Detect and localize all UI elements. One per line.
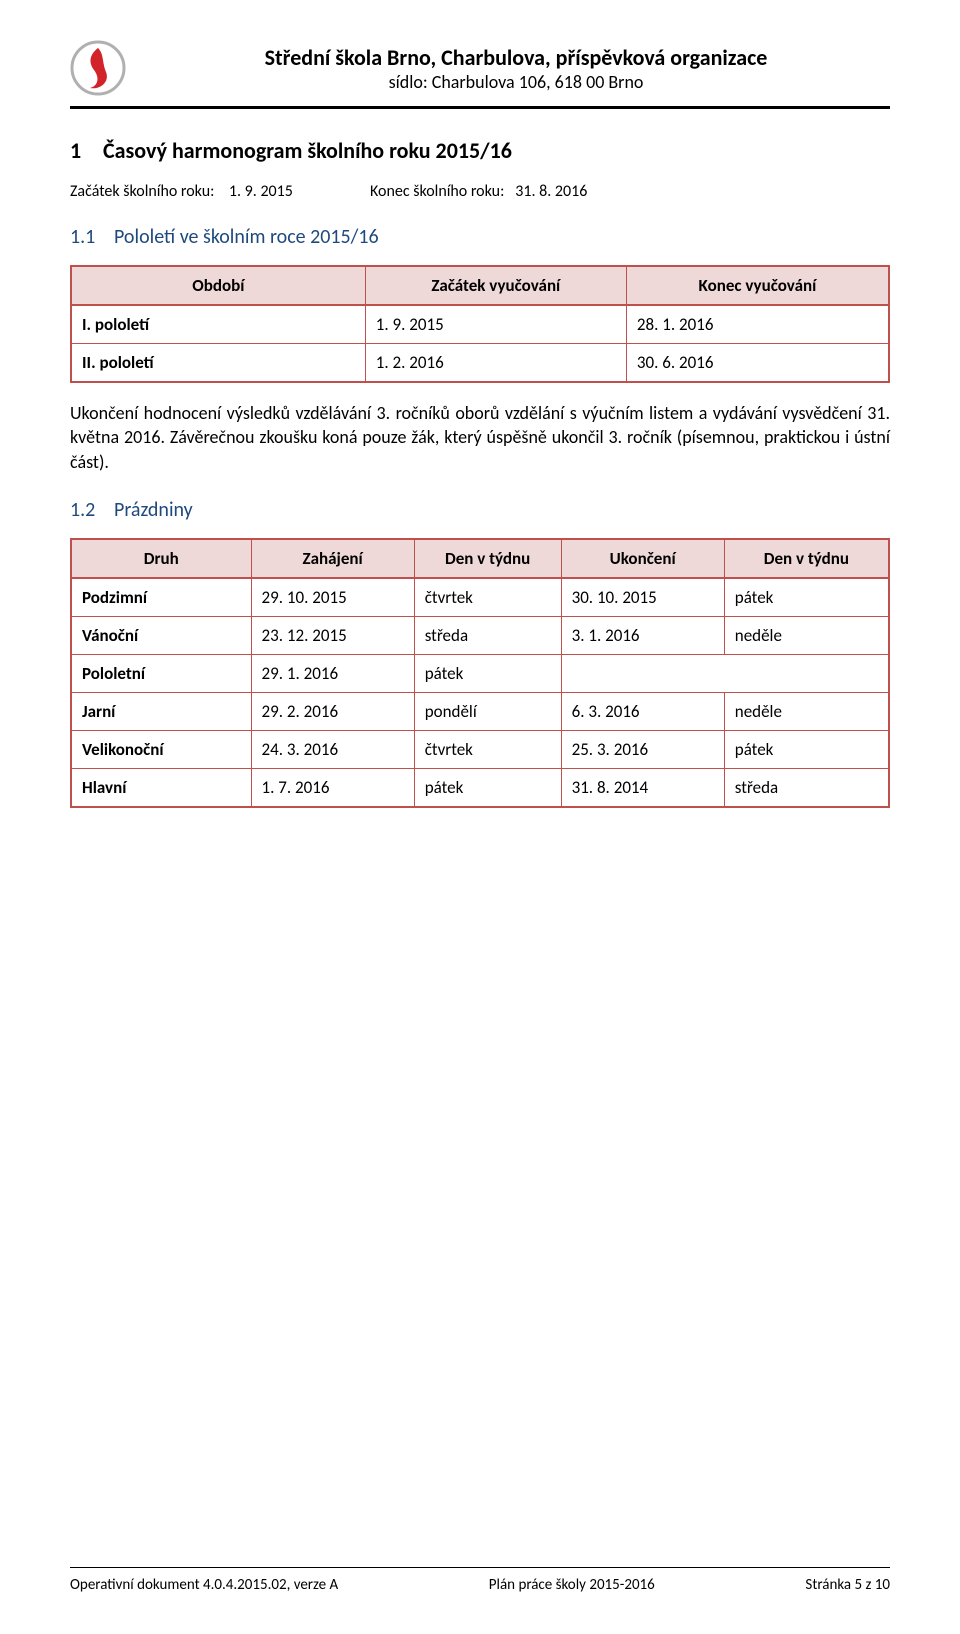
table-cell: I. pololetí (72, 306, 366, 344)
table-cell: Velikonoční (72, 731, 252, 769)
table-cell: čtvrtek (415, 731, 562, 769)
table-cell: 30. 10. 2015 (562, 579, 725, 617)
table-header-cell: Druh (72, 540, 252, 579)
table-cell: 30. 6. 2016 (627, 344, 888, 381)
table-header-cell: Období (72, 267, 366, 306)
year-end-label: Konec školního roku: (370, 182, 504, 201)
year-end: Konec školního roku: 31. 8. 2016 (370, 182, 890, 201)
year-end-value: 31. 8. 2016 (515, 182, 587, 201)
table-cell: neděle (725, 617, 888, 655)
table-cell: 28. 1. 2016 (627, 306, 888, 344)
table-cell: pátek (725, 579, 888, 617)
subsection-number: 1.1 (70, 225, 114, 249)
table-header-cell: Den v týdnu (415, 540, 562, 579)
table-header-cell: Zahájení (252, 540, 415, 579)
table-cell: 3. 1. 2016 (562, 617, 725, 655)
subsection-1-1-heading: 1.1 Pololetí ve školním roce 2015/16 (70, 225, 890, 249)
table-cell: II. pololetí (72, 344, 366, 381)
table-cell: 29. 1. 2016 (252, 655, 415, 693)
section-title: Časový harmonogram školního roku 2015/16 (103, 137, 512, 164)
table-cell: 29. 10. 2015 (252, 579, 415, 617)
table-cell: pátek (415, 655, 562, 693)
table-cell: 1. 2. 2016 (366, 344, 627, 381)
subsection-title: Prázdniny (114, 498, 193, 522)
year-dates-row: Začátek školního roku: 1. 9. 2015 Konec … (70, 182, 890, 201)
table-cell: středa (415, 617, 562, 655)
table-cell: 25. 3. 2016 (562, 731, 725, 769)
table-row: Jarní29. 2. 2016pondělí6. 3. 2016neděle (72, 693, 888, 731)
table-row: II. pololetí1. 2. 201630. 6. 2016 (72, 344, 888, 381)
table-header-cell: Konec vyučování (627, 267, 888, 306)
table-cell: 24. 3. 2016 (252, 731, 415, 769)
year-start-value: 1. 9. 2015 (229, 182, 293, 201)
table-cell: Vánoční (72, 617, 252, 655)
subsection-number: 1.2 (70, 498, 114, 522)
table-row: Podzimní29. 10. 2015čtvrtek30. 10. 2015p… (72, 579, 888, 617)
footer-left: Operativní dokument 4.0.4.2015.02, verze… (70, 1576, 338, 1594)
section-1-heading: 1 Časový harmonogram školního roku 2015/… (70, 137, 890, 164)
table-row: Pololetní29. 1. 2016pátek (72, 655, 888, 693)
table-cell: pátek (415, 769, 562, 806)
section-number: 1 (70, 137, 98, 164)
table-row: I. pololetí1. 9. 201528. 1. 2016 (72, 306, 888, 344)
table-cell: 6. 3. 2016 (562, 693, 725, 731)
table-cell: 1. 9. 2015 (366, 306, 627, 344)
table-cell-merged (562, 655, 888, 693)
page-header: Střední škola Brno, Charbulova, příspěvk… (70, 40, 890, 109)
page-footer: Operativní dokument 4.0.4.2015.02, verze… (70, 1567, 890, 1594)
footer-center: Plán práce školy 2015-2016 (489, 1576, 655, 1594)
table-header-cell: Den v týdnu (725, 540, 888, 579)
header-text-block: Střední škola Brno, Charbulova, příspěvk… (142, 44, 890, 93)
table-cell: Hlavní (72, 769, 252, 806)
table-cell: 29. 2. 2016 (252, 693, 415, 731)
subsection-1-2-heading: 1.2 Prázdniny (70, 498, 890, 522)
table-row: Hlavní1. 7. 2016pátek31. 8. 2014středa (72, 769, 888, 806)
footer-right: Stránka 5 z 10 (805, 1576, 890, 1594)
table-header-cell: Začátek vyučování (366, 267, 627, 306)
table-cell: Podzimní (72, 579, 252, 617)
table-cell: středa (725, 769, 888, 806)
school-logo-icon (70, 40, 126, 96)
holidays-table: DruhZahájeníDen v týdnuUkončeníDen v týd… (70, 538, 890, 808)
school-name: Střední škola Brno, Charbulova, příspěvk… (265, 44, 768, 71)
table-row: Velikonoční24. 3. 2016čtvrtek25. 3. 2016… (72, 731, 888, 769)
table-cell: pondělí (415, 693, 562, 731)
table-cell: čtvrtek (415, 579, 562, 617)
table-cell: Pololetní (72, 655, 252, 693)
table-cell: pátek (725, 731, 888, 769)
table-cell: neděle (725, 693, 888, 731)
table-row: Vánoční23. 12. 2015středa3. 1. 2016neděl… (72, 617, 888, 655)
evaluation-paragraph: Ukončení hodnocení výsledků vzdělávání 3… (70, 401, 890, 474)
table-cell: 31. 8. 2014 (562, 769, 725, 806)
subsection-title: Pololetí ve školním roce 2015/16 (114, 225, 379, 249)
year-start: Začátek školního roku: 1. 9. 2015 (70, 182, 370, 201)
table-header-cell: Ukončení (562, 540, 725, 579)
table-cell: 1. 7. 2016 (252, 769, 415, 806)
year-start-label: Začátek školního roku: (70, 182, 214, 201)
table-cell: 23. 12. 2015 (252, 617, 415, 655)
table-cell: Jarní (72, 693, 252, 731)
semesters-table: ObdobíZačátek vyučováníKonec vyučování I… (70, 265, 890, 383)
school-address: sídlo: Charbulova 106, 618 00 Brno (389, 71, 644, 93)
